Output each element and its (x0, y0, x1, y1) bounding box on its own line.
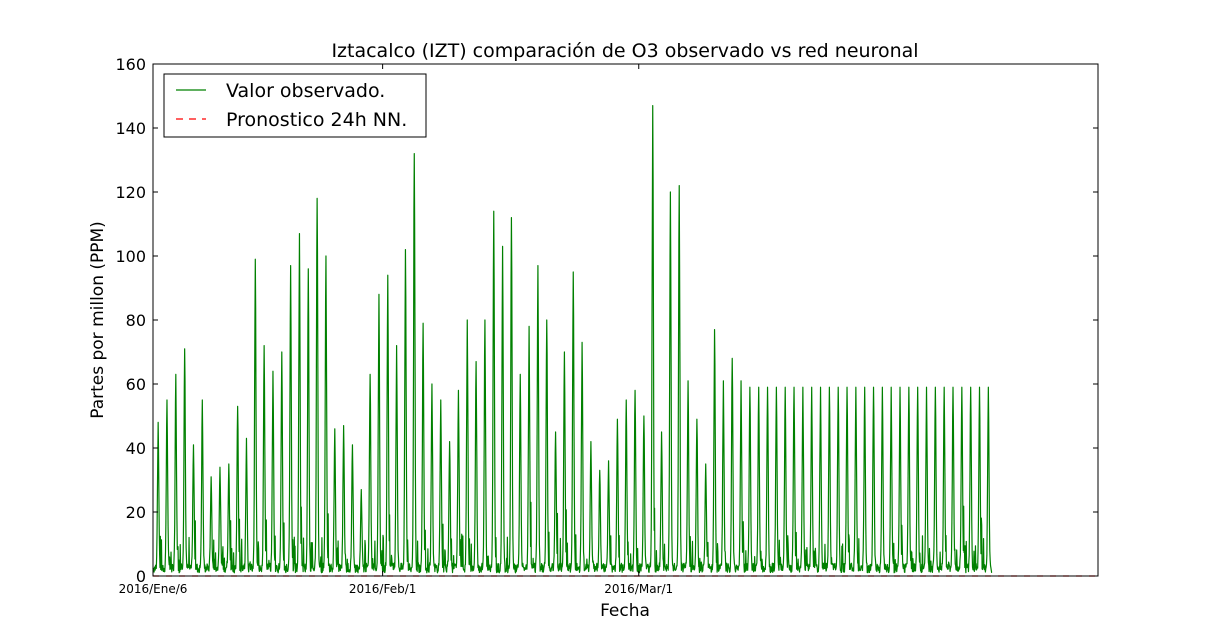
y-tick-label: 60 (126, 375, 146, 394)
chart-title: Iztacalco (IZT) comparación de O3 observ… (331, 40, 918, 62)
legend-label-forecast: Pronostico 24h NN. (226, 109, 407, 131)
y-tick-label: 80 (126, 311, 146, 330)
x-tick-label: 2016/Feb/1 (349, 582, 417, 596)
y-tick-label: 140 (115, 119, 146, 138)
legend-box (163, 73, 427, 138)
y-tick-label: 0 (136, 567, 146, 586)
x-tick-label: 2016/Mar/1 (604, 582, 673, 596)
y-tick-label: 160 (115, 55, 146, 74)
x-tick-label: 2016/Ene/6 (119, 582, 188, 596)
legend-label-observed: Valor observado. (226, 80, 385, 102)
x-axis-label: Fecha (600, 601, 650, 621)
y-tick-label: 20 (126, 503, 146, 522)
ticks-layer: 0 20 40 60 80 100 120 140 160 2016/Ene/6 2016/Feb/… (115, 55, 1098, 596)
legend: Valor observado. Pronostico 24h NN. (163, 73, 427, 138)
marks-layer (152, 104, 1098, 577)
y-axis-label: Partes por millon (PPM) (88, 221, 108, 419)
y-tick-label: 120 (115, 183, 146, 202)
y-tick-label: 40 (126, 439, 146, 458)
y-tick-label: 100 (115, 247, 146, 266)
series-line-observed (152, 104, 993, 574)
